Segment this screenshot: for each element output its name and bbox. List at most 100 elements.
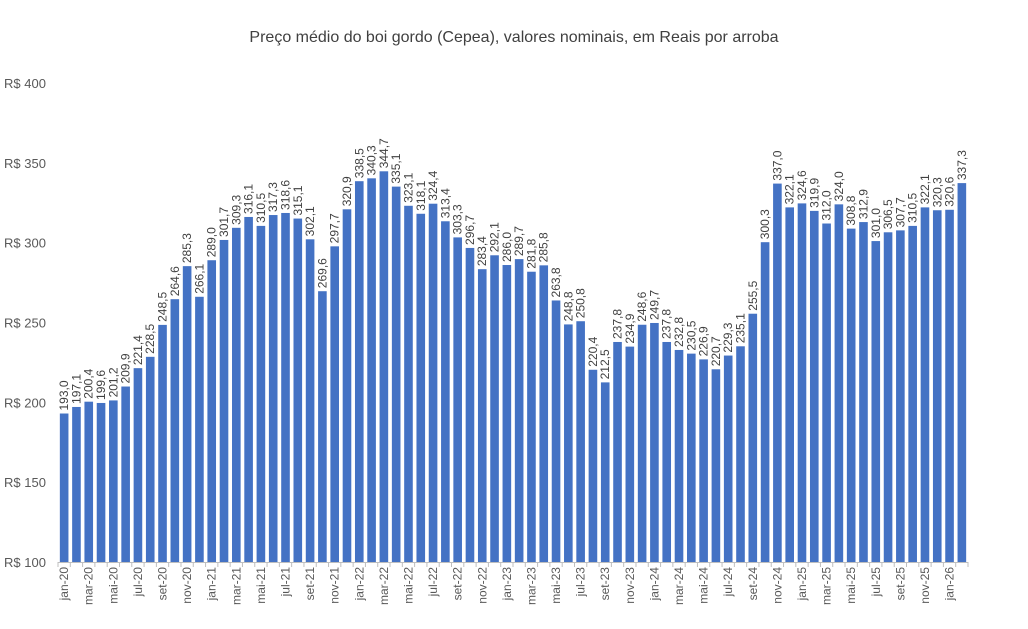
data-label: 312,9 — [856, 189, 870, 219]
x-tick-label: nov-21 — [328, 567, 342, 604]
bar — [232, 227, 241, 562]
bar — [170, 299, 180, 562]
data-label: 248,8 — [561, 291, 575, 321]
data-label: 264,6 — [168, 266, 182, 296]
data-label: 199,6 — [94, 370, 108, 400]
data-label: 313,4 — [438, 188, 452, 218]
data-label: 335,1 — [389, 153, 403, 183]
bar — [59, 413, 69, 562]
data-label: 201,2 — [106, 367, 120, 397]
x-tick-label: mar-20 — [82, 567, 96, 605]
data-label: 312,0 — [820, 190, 834, 220]
y-tick-label: R$ 350 — [4, 156, 46, 171]
bar — [797, 203, 807, 562]
bar — [613, 341, 622, 562]
data-label: 324,0 — [832, 171, 846, 201]
x-tick-label: nov-23 — [623, 567, 637, 604]
data-label: 263,8 — [549, 267, 563, 297]
bar — [490, 255, 499, 562]
x-tick-label: set-23 — [598, 567, 612, 601]
bar — [957, 183, 967, 563]
x-tick-label: set-20 — [156, 567, 170, 601]
bar — [650, 322, 659, 562]
data-label: 309,3 — [229, 194, 243, 224]
data-label: 324,4 — [426, 170, 440, 200]
bar — [354, 181, 364, 562]
x-tick-label: mar-23 — [524, 567, 538, 605]
chart-title: Preço médio do boi gordo (Cepea), valore… — [249, 29, 779, 46]
bars-group — [59, 171, 967, 563]
bar — [219, 239, 229, 562]
x-tick-label: set-25 — [893, 567, 907, 601]
data-label: 228,5 — [143, 323, 157, 353]
y-tick-label: R$ 400 — [4, 76, 46, 91]
bar — [305, 239, 315, 562]
data-label: 232,8 — [672, 317, 686, 347]
data-label: 296,7 — [463, 215, 477, 245]
x-tick-label: set-22 — [451, 567, 465, 601]
data-label: 248,5 — [156, 292, 170, 322]
bar — [736, 346, 745, 562]
x-tick-label: jul-21 — [279, 567, 293, 598]
data-label: 297,7 — [328, 213, 342, 243]
x-tick-label: mai-21 — [254, 567, 268, 604]
data-label: 308,8 — [844, 195, 858, 225]
data-label: 209,9 — [119, 353, 133, 383]
bar — [182, 266, 192, 562]
x-tick-label: jul-20 — [131, 567, 145, 598]
x-tick-label: jul-22 — [426, 567, 440, 598]
data-label: 320,3 — [930, 177, 944, 207]
data-label: 323,1 — [401, 172, 415, 202]
data-label: 315,1 — [291, 185, 305, 215]
bar — [896, 230, 905, 562]
bar — [662, 341, 672, 562]
bar — [945, 209, 954, 562]
data-label: 337,0 — [770, 150, 784, 180]
data-label: 283,4 — [475, 236, 489, 266]
y-tick-label: R$ 250 — [4, 316, 46, 331]
data-label: 340,3 — [365, 145, 379, 175]
data-label: 302,1 — [303, 206, 317, 236]
bar — [72, 406, 81, 562]
bar — [145, 356, 155, 562]
bar — [834, 204, 844, 562]
data-label: 286,0 — [500, 232, 514, 262]
data-label: 322,1 — [783, 174, 797, 204]
data-label: 229,3 — [721, 322, 735, 352]
bar — [268, 215, 278, 563]
x-tick-label: jan-20 — [57, 567, 71, 602]
data-label: 220,7 — [709, 336, 723, 366]
bar — [699, 359, 708, 562]
x-axis: jan-20 mar-20 mai-20 jul-20 set-20 nov-20 jan-… — [57, 562, 969, 605]
bar — [773, 183, 782, 562]
data-label: 316,1 — [242, 184, 256, 214]
data-label: 318,1 — [414, 180, 428, 210]
x-tick-label: mar-25 — [820, 567, 834, 605]
x-tick-label: nov-20 — [180, 567, 194, 604]
x-tick-label: mar-24 — [672, 567, 686, 605]
bar — [465, 247, 475, 562]
data-label: 344,7 — [377, 138, 391, 168]
bar — [576, 321, 585, 562]
y-tick-label: R$ 100 — [4, 555, 46, 570]
bar — [674, 349, 684, 562]
data-label: 289,7 — [512, 226, 526, 256]
data-label: 197,1 — [69, 374, 83, 404]
x-tick-label: mai-24 — [697, 567, 711, 604]
data-labels-group: 193,0197,1200,4199,6201,2209,9221,4228,5… — [57, 138, 969, 411]
bar — [809, 210, 819, 562]
bar — [711, 369, 721, 562]
bar — [871, 241, 881, 562]
bar — [453, 237, 462, 562]
x-tick-label: mai-25 — [844, 567, 858, 604]
bar — [859, 222, 868, 562]
bar — [441, 221, 450, 562]
data-label: 285,8 — [537, 232, 551, 262]
bar — [133, 368, 143, 562]
x-tick-label: mai-22 — [401, 567, 415, 604]
bar — [514, 259, 524, 562]
data-label: 221,4 — [131, 335, 145, 365]
data-label: 220,4 — [586, 336, 600, 366]
